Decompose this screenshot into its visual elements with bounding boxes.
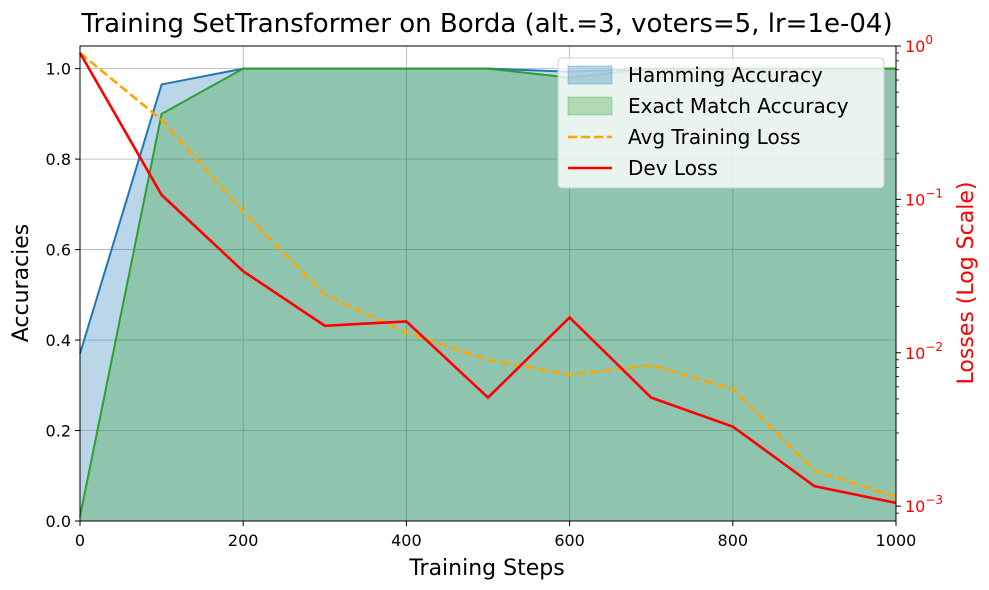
line-avg-training-loss xyxy=(79,52,897,499)
y2-tick-label: 100 xyxy=(905,33,933,56)
legend-label-avg-training-loss: Avg Training Loss xyxy=(628,125,801,149)
y-tick-label: 0.0 xyxy=(46,512,71,531)
y-tick-label: 1.0 xyxy=(46,60,71,79)
y2-tick-base: 10 xyxy=(905,497,925,516)
legend-label-hamming-accuracy: Hamming Accuracy xyxy=(628,63,823,87)
y2-tick-label: 10−2 xyxy=(905,340,943,363)
legend-box xyxy=(557,57,885,189)
y2-tick-base: 10 xyxy=(905,190,925,209)
x-tick-label: 600 xyxy=(554,531,585,550)
y-tick-label: 0.8 xyxy=(46,150,71,169)
y2-tick-exponent: −2 xyxy=(925,340,943,354)
y2-tick-exponent: −3 xyxy=(925,493,943,507)
legend: Hamming Accuracy Exact Match Accuracy Avg … xyxy=(557,57,885,189)
legend-label-exact-match-accuracy: Exact Match Accuracy xyxy=(628,94,849,118)
axes: 0 200 400 600 800 10000.00.20.40.60.81.010010… xyxy=(46,33,944,550)
y-tick-label: 0.4 xyxy=(46,331,71,350)
legend-swatch-exact-match-accuracy xyxy=(567,96,613,116)
y-tick-label: 0.2 xyxy=(46,422,71,441)
plot-frame xyxy=(79,45,897,522)
x-tick-label: 800 xyxy=(718,531,749,550)
legend-swatch-hamming-accuracy xyxy=(567,65,613,85)
y2-tick-exponent: −1 xyxy=(925,186,943,200)
y2-tick-label: 10−3 xyxy=(905,493,943,516)
y2-axis-label: Losses (Log Scale) xyxy=(954,182,979,385)
x-tick-label: 200 xyxy=(228,531,259,550)
y2-tick-base: 10 xyxy=(905,344,925,363)
y-axis-label: Accuracies xyxy=(9,224,34,343)
y-tick-label: 0.6 xyxy=(46,241,71,260)
x-axis-label: Training Steps xyxy=(408,556,564,581)
line-series xyxy=(78,52,897,505)
y2-tick-base: 10 xyxy=(905,37,925,56)
line-dev-loss xyxy=(78,52,897,505)
x-tick-label: 400 xyxy=(391,531,422,550)
y2-tick-label: 10−1 xyxy=(905,186,943,209)
x-tick-label: 1000 xyxy=(876,531,917,550)
chart-title: Training SetTransformer on Borda (alt.=3… xyxy=(80,9,892,39)
y2-tick-exponent: 0 xyxy=(925,33,933,47)
x-tick-label: 0 xyxy=(75,531,85,550)
legend-label-dev-loss: Dev Loss xyxy=(628,156,718,180)
